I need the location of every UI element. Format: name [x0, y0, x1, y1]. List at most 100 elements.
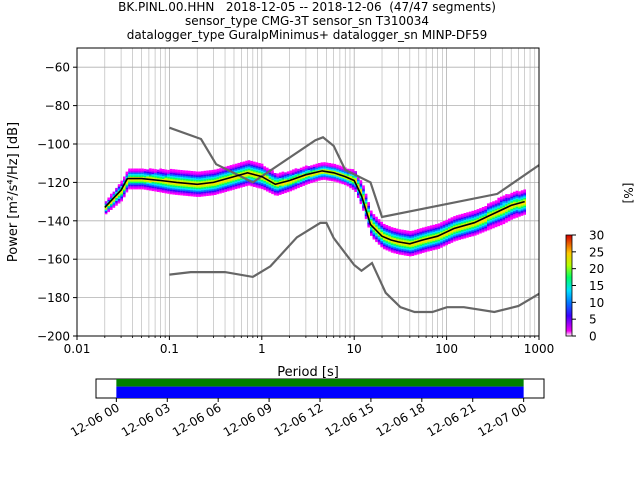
heatmap-cell	[271, 185, 274, 188]
heatmap-cell	[432, 237, 435, 240]
heatmap-cell	[216, 191, 220, 195]
heatmap-cell	[414, 248, 417, 251]
heatmap-cell	[143, 182, 147, 186]
heatmap-cell	[427, 247, 430, 250]
heatmap-cell	[201, 174, 204, 177]
heatmap-cell	[240, 183, 243, 187]
heatmap-cell	[502, 201, 506, 205]
heatmap-cell	[258, 172, 261, 175]
heatmap-cell	[286, 186, 290, 190]
heatmap-cell	[221, 179, 225, 182]
heatmap-cell	[445, 236, 448, 240]
heatmap-cell	[169, 188, 173, 192]
heatmap-cell	[375, 235, 378, 238]
heatmap-cell	[125, 182, 129, 185]
heatmap-cell	[255, 169, 259, 173]
heatmap-cell	[232, 182, 235, 186]
heatmap-cell	[255, 171, 259, 174]
heatmap-cell	[380, 226, 383, 229]
heatmap-cell	[315, 174, 318, 177]
heatmap-cell	[260, 177, 264, 180]
heatmap-cell	[359, 198, 363, 201]
heatmap-cell	[328, 167, 331, 170]
heatmap-cell	[484, 207, 487, 210]
heatmap-cell	[185, 178, 188, 181]
heatmap-cell	[154, 173, 157, 177]
heatmap-cell	[411, 230, 415, 233]
heatmap-cell	[481, 216, 485, 219]
heatmap-cell	[175, 180, 178, 183]
heatmap-cell	[151, 179, 155, 182]
heatmap-cell	[500, 213, 503, 216]
heatmap-cell	[232, 169, 235, 172]
heatmap-cell	[208, 191, 212, 195]
heatmap-cell	[445, 227, 448, 230]
heatmap-cell	[258, 179, 261, 183]
heatmap-cell	[320, 177, 324, 181]
heatmap-cell	[372, 229, 376, 232]
heatmap-cell	[377, 220, 381, 224]
heatmap-cell	[203, 183, 207, 186]
heatmap-cell	[271, 190, 274, 193]
heatmap-cell	[169, 176, 173, 179]
heatmap-cell	[136, 187, 139, 190]
heatmap-cell	[177, 191, 181, 194]
colorbar-label: [%]	[621, 183, 635, 204]
heatmap-cell	[505, 212, 508, 215]
heatmap-cell	[411, 244, 415, 247]
heatmap-cell	[156, 175, 160, 179]
heatmap-cell	[206, 190, 209, 193]
heatmap-cell	[411, 250, 415, 253]
heatmap-cell	[445, 235, 448, 238]
heatmap-cell	[349, 173, 352, 176]
heatmap-cell	[409, 254, 412, 257]
heatmap-cell	[128, 179, 131, 182]
heatmap-cell	[440, 229, 443, 233]
heatmap-cell	[117, 199, 121, 202]
heatmap-cell	[318, 167, 321, 170]
heatmap-cell	[310, 180, 313, 184]
heatmap-cell	[195, 188, 199, 191]
y-axis-ticks: −200−180−160−140−120−100−80−60	[37, 61, 77, 344]
heatmap-cell	[435, 244, 438, 247]
heatmap-cell	[393, 231, 396, 234]
heatmap-cell	[175, 184, 178, 188]
heatmap-cell	[435, 237, 438, 241]
heatmap-cell	[453, 229, 456, 233]
heatmap-cell	[484, 227, 487, 230]
heatmap-cell	[349, 175, 352, 178]
heatmap-cell	[359, 181, 363, 185]
heatmap-cell	[195, 180, 199, 184]
heatmap-cell	[453, 216, 456, 219]
heatmap-cell	[240, 182, 243, 185]
heatmap-cell	[258, 173, 261, 177]
heatmap-cell	[198, 180, 201, 184]
heatmap-cell	[104, 207, 108, 210]
heatmap-cell	[437, 241, 441, 245]
heatmap-cell	[422, 241, 425, 244]
heatmap-cell	[383, 234, 386, 237]
heatmap-cell	[136, 176, 139, 179]
heatmap-cell	[190, 180, 194, 183]
heatmap-cell	[487, 209, 490, 212]
heatmap-cell	[416, 235, 420, 238]
heatmap-cell	[177, 185, 181, 188]
heatmap-cell	[466, 232, 469, 235]
heatmap-cell	[169, 168, 173, 172]
heatmap-cell	[195, 191, 199, 194]
heatmap-cell	[354, 186, 357, 189]
heatmap-cell	[377, 219, 381, 222]
heatmap-cell	[331, 168, 334, 171]
heatmap-cell	[273, 179, 277, 182]
heatmap-cell	[198, 176, 201, 179]
heatmap-cell	[263, 178, 266, 181]
heatmap-cell	[507, 218, 511, 222]
heatmap-cell	[401, 231, 404, 234]
heatmap-cell	[466, 215, 469, 218]
heatmap-cell	[523, 194, 526, 197]
heatmap-cell	[416, 229, 420, 232]
heatmap-cell	[151, 182, 155, 185]
heatmap-cell	[159, 168, 162, 171]
heatmap-cell	[440, 231, 443, 234]
heatmap-cell	[117, 201, 121, 204]
